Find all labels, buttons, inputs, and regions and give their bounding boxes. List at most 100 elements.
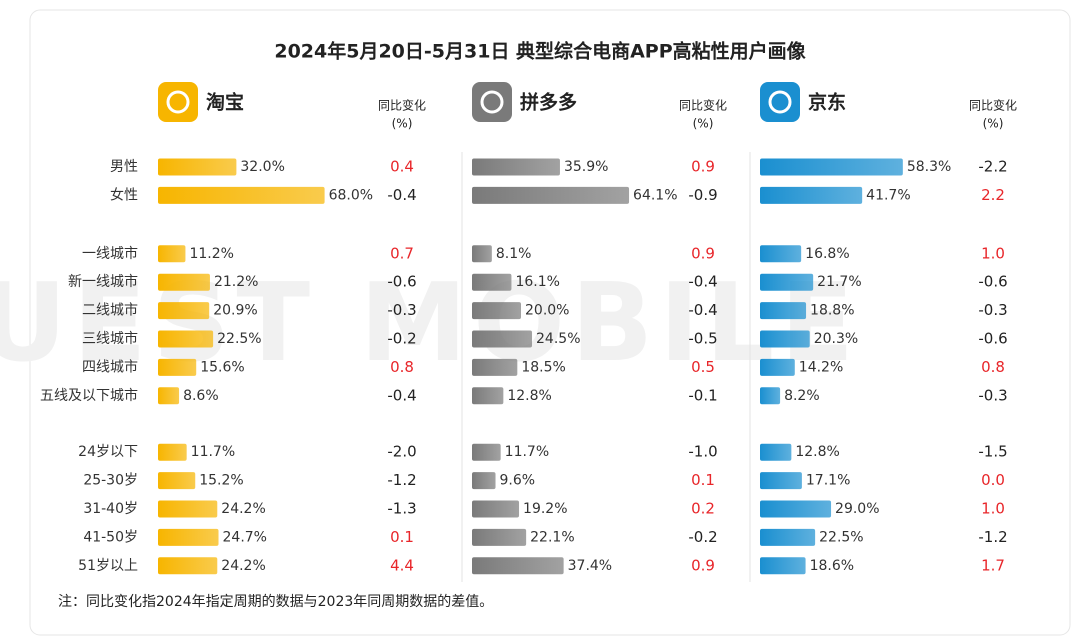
change-header: 同比变化: [378, 98, 426, 113]
value-label: 16.1%: [515, 274, 559, 290]
legend-label: 拼多多: [520, 91, 577, 114]
logo-mark: [480, 90, 504, 114]
bar: [472, 330, 533, 348]
change-value: -0.3: [387, 301, 416, 319]
bar: [158, 472, 196, 490]
bar: [472, 186, 630, 204]
legend-label: 淘宝: [206, 91, 244, 114]
category-label: 24岁以下: [78, 444, 138, 460]
change-value: -0.4: [387, 386, 416, 404]
bar: [472, 443, 501, 461]
change-value: 4.4: [390, 556, 414, 574]
change-header: (%): [693, 117, 714, 131]
value-label: 24.2%: [221, 558, 265, 574]
change-value: 0.8: [981, 358, 1005, 376]
value-label: 21.7%: [817, 274, 861, 290]
category-label: 四线城市: [82, 358, 138, 375]
value-label: 8.2%: [784, 388, 820, 404]
change-value: 0.1: [390, 528, 414, 546]
bar: [158, 528, 219, 546]
change-value: -1.5: [978, 443, 1007, 461]
bar: [472, 472, 496, 490]
watermark: QUEST MOBILE: [0, 261, 860, 386]
change-value: 2.2: [981, 186, 1005, 204]
value-label: 11.2%: [189, 246, 233, 262]
change-value: 0.8: [390, 358, 414, 376]
value-label: 15.2%: [199, 473, 243, 489]
bar: [158, 330, 214, 348]
bar: [472, 387, 504, 405]
change-value: -2.2: [978, 158, 1007, 176]
change-header: (%): [392, 117, 413, 131]
change-value: -0.6: [978, 330, 1007, 348]
change-value: -0.4: [387, 186, 416, 204]
change-value: -2.0: [387, 443, 416, 461]
bar: [472, 358, 518, 376]
change-value: -1.2: [387, 471, 416, 489]
value-label: 24.2%: [221, 501, 265, 517]
legend-label: 京东: [808, 91, 846, 114]
bar: [760, 557, 806, 575]
category-label: 新一线城市: [68, 273, 138, 290]
change-value: 0.1: [691, 471, 715, 489]
category-label: 31-40岁: [83, 501, 138, 517]
change-value: -0.9: [688, 186, 717, 204]
value-label: 37.4%: [568, 558, 612, 574]
change-value: 0.5: [691, 358, 715, 376]
bar: [158, 557, 218, 575]
logo: [472, 82, 512, 122]
category-label: 五线及以下城市: [40, 387, 138, 404]
change-value: -0.6: [387, 273, 416, 291]
value-label: 9.6%: [500, 473, 536, 489]
change-value: 1.0: [981, 500, 1005, 518]
value-label: 22.1%: [530, 529, 574, 545]
change-value: -1.3: [387, 500, 416, 518]
bar: [760, 302, 807, 320]
value-label: 15.6%: [200, 359, 244, 375]
bar: [472, 245, 492, 263]
value-label: 11.7%: [191, 444, 235, 460]
value-label: 8.6%: [183, 388, 219, 404]
change-value: -0.4: [688, 301, 717, 319]
change-value: -0.2: [387, 330, 416, 348]
category-label: 51岁以上: [78, 558, 138, 574]
value-label: 32.0%: [240, 159, 284, 175]
change-value: -1.0: [688, 443, 717, 461]
value-label: 21.2%: [214, 274, 258, 290]
change-value: -0.3: [978, 386, 1007, 404]
category-label: 男性: [110, 159, 138, 175]
chart-title: 2024年5月20日-5月31日 典型综合电商APP高粘性用户画像: [274, 40, 806, 63]
bar: [760, 273, 814, 291]
category-label: 三线城市: [82, 330, 138, 347]
bar: [158, 358, 197, 376]
change-value: -0.6: [978, 273, 1007, 291]
change-header: 同比变化: [969, 98, 1017, 113]
change-value: 0.4: [390, 158, 414, 176]
bar: [472, 500, 520, 518]
value-label: 19.2%: [523, 501, 567, 517]
change-value: 0.9: [691, 244, 715, 262]
bar: [472, 158, 560, 176]
category-label: 41-50岁: [83, 529, 138, 545]
value-label: 17.1%: [806, 473, 850, 489]
value-label: 22.5%: [217, 331, 261, 347]
value-label: 8.1%: [496, 246, 532, 262]
change-value: 0.9: [691, 158, 715, 176]
bar: [158, 273, 210, 291]
bar: [472, 302, 521, 320]
logo: [760, 82, 800, 122]
value-label: 64.1%: [633, 187, 677, 203]
bar: [472, 528, 527, 546]
change-value: 1.0: [981, 244, 1005, 262]
change-value: 0.9: [691, 556, 715, 574]
value-label: 68.0%: [329, 187, 373, 203]
change-value: 0.2: [691, 500, 715, 518]
bar: [760, 472, 802, 490]
value-label: 24.5%: [536, 331, 580, 347]
change-header: 同比变化: [679, 98, 727, 113]
value-label: 18.5%: [521, 359, 565, 375]
category-label: 女性: [110, 186, 138, 203]
value-label: 22.5%: [819, 529, 863, 545]
bar: [158, 500, 218, 518]
